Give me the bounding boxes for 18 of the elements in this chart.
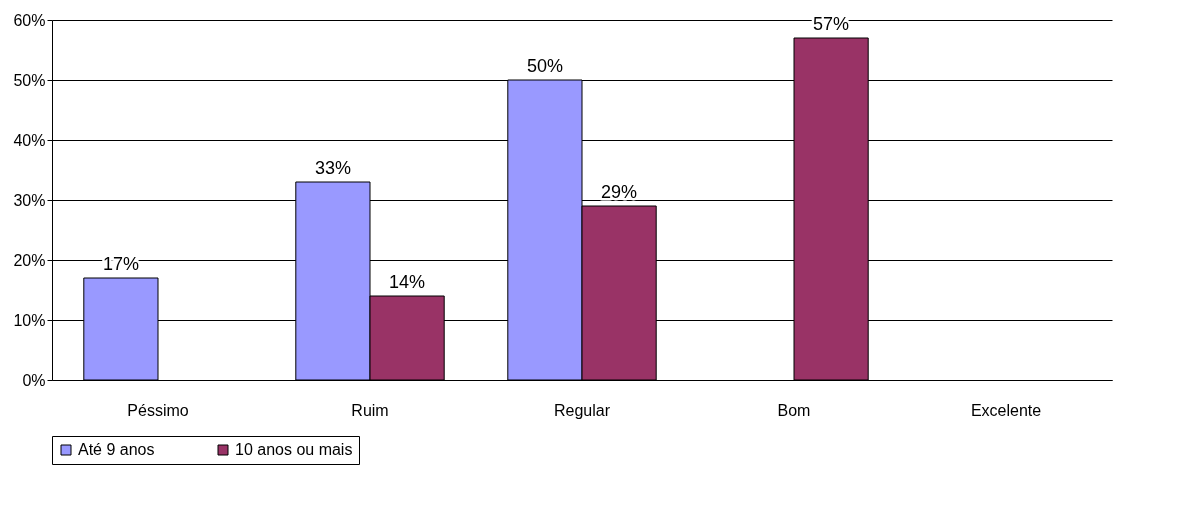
data-label: 50%: [526, 56, 563, 76]
y-tick-label: 0%: [22, 371, 46, 389]
x-tick-label: Regular: [553, 401, 611, 419]
y-tick-label: 40%: [13, 131, 46, 149]
data-label: 33%: [314, 158, 351, 178]
y-tick-label: 30%: [13, 191, 46, 209]
y-tick-label: 10%: [13, 311, 46, 329]
x-tick-label: Péssimo: [127, 401, 189, 419]
data-label: 29%: [601, 182, 638, 202]
legend-label: Até 9 anos: [78, 441, 155, 458]
legend-label: 10 anos ou mais: [235, 441, 353, 458]
x-tick-label: Excelente: [970, 401, 1042, 419]
x-tick-label: Ruim: [351, 401, 389, 419]
y-tick-label: 50%: [13, 71, 46, 89]
y-tick-label: 60%: [13, 11, 46, 29]
y-tick-label: 20%: [13, 251, 46, 269]
data-label: 14%: [389, 272, 426, 292]
x-tick-label: Bom: [777, 401, 811, 419]
